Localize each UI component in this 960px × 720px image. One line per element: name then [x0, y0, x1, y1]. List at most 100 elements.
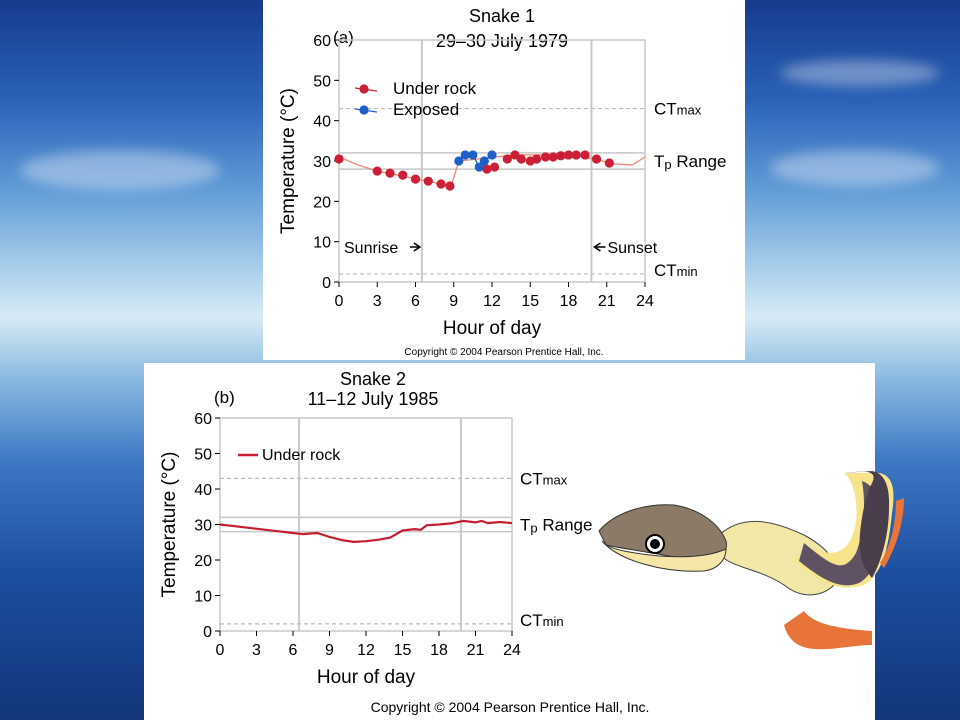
under-rock-point [445, 181, 455, 191]
snake-pupil [650, 539, 660, 549]
under-rock-point [436, 179, 446, 189]
legend-exposed-label: Exposed [393, 100, 459, 119]
sky-cloud [770, 150, 940, 186]
under-rock-line [219, 519, 513, 543]
y-tick-label: 10 [313, 235, 331, 252]
ct-min-label: CTmin [654, 261, 698, 280]
under-rock-point [540, 152, 551, 162]
y-axis-label: Temperature (°C) [159, 452, 180, 598]
under-rock-point [571, 150, 581, 160]
exposed-point [454, 156, 464, 166]
copyright-text: Copyright © 2004 Pearson Prentice Hall, … [404, 347, 603, 358]
under-rock-point [516, 154, 526, 164]
ct-max-label: CTmax [654, 100, 702, 119]
chart-panel-snake-1: (a) Snake 1 29–30 July 1979 CTmax Tp Range CT… [263, 0, 745, 360]
chart-snake-2: (b) Snake 211–12 July 1985 CTmax Tp Range CT… [159, 369, 904, 715]
legend-exposed-marker [359, 105, 369, 115]
x-tick-label: 12 [483, 293, 501, 310]
sky-cloud [780, 60, 940, 86]
x-tick-label: 18 [560, 293, 578, 310]
sunset-annotation: Sunset [607, 240, 657, 257]
y-tick-label: 40 [194, 482, 212, 499]
x-tick-label: 6 [411, 293, 420, 310]
x-tick-label: 21 [467, 642, 485, 659]
under-rock-point [580, 150, 590, 160]
y-axis-label: Temperature (°C) [278, 88, 299, 234]
under-rock-point [563, 150, 574, 160]
y-tick-label: 20 [313, 194, 331, 211]
under-rock-point [489, 162, 500, 172]
x-tick-label: 12 [357, 642, 375, 659]
y-tick-label: 50 [313, 73, 331, 90]
x-tick-label: 9 [325, 642, 334, 659]
x-tick-label: 15 [394, 642, 412, 659]
y-tick-label: 30 [194, 518, 212, 535]
chart-title-line2: 11–12 July 1985 [308, 389, 439, 409]
under-rock-point [385, 168, 395, 178]
y-tick-label: 40 [313, 114, 331, 131]
chart-panel-snake-2: (b) Snake 2 11–12 July 1985 CTmax Tp Range CT… [144, 363, 904, 720]
x-tick-label: 6 [289, 642, 298, 659]
under-rock-point [482, 164, 492, 174]
exposed-point [460, 150, 470, 160]
snake-lip [601, 540, 727, 572]
under-rock-point [423, 176, 433, 186]
y-tick-label: 0 [203, 624, 212, 641]
tp-range-label: Tp Range [520, 516, 592, 536]
tp-range-label: Tp Range [654, 152, 726, 172]
sky-cloud [20, 150, 220, 190]
under-rock-point [372, 166, 382, 176]
under-rock-point [548, 152, 558, 162]
x-tick-label: 15 [521, 293, 539, 310]
y-tick-label: 10 [194, 589, 212, 606]
x-tick-label: 0 [216, 642, 225, 659]
legend-under-rock-label: Under rock [393, 79, 477, 98]
snake-belly [784, 611, 872, 650]
y-tick-label: 20 [194, 553, 212, 570]
under-rock-point [556, 151, 566, 161]
x-tick-label: 0 [335, 293, 344, 310]
snake-dorsal [844, 471, 890, 578]
x-axis-label: Hour of day [443, 318, 542, 339]
legend-under-rock-label: Under rock [262, 447, 341, 464]
ct-max-label: CTmax [520, 469, 568, 488]
under-rock-point [532, 154, 542, 164]
chart-title-line2: 29–30 July 1979 [436, 31, 568, 51]
y-tick-label: 60 [313, 33, 331, 50]
under-rock-point [334, 154, 344, 164]
chart-title-line1: Snake 2 [340, 369, 406, 389]
chart-title-line1: Snake 1 [469, 6, 535, 26]
x-tick-label: 18 [430, 642, 448, 659]
snake-back [799, 481, 883, 586]
x-tick-label: 24 [636, 293, 654, 310]
exposed-point [487, 150, 497, 160]
copyright-text: Copyright © 2004 Pearson Prentice Hall, … [371, 699, 650, 715]
sunrise-arrow [409, 242, 422, 252]
under-rock-point [398, 170, 408, 180]
y-tick-label: 60 [194, 411, 212, 428]
panel-label: (b) [214, 388, 235, 407]
x-tick-label: 9 [449, 293, 458, 310]
under-rock-point [410, 174, 421, 184]
under-rock-point [591, 154, 602, 164]
chart-snake-1: (a) Snake 1 29–30 July 1979 CTmax Tp Range CT… [278, 6, 726, 358]
under-rock-point [502, 154, 512, 164]
under-rock-point [604, 158, 614, 168]
snake-illustration [598, 471, 904, 650]
y-tick-label: 30 [313, 154, 331, 171]
exposed-point [479, 156, 489, 166]
x-tick-label: 3 [373, 293, 382, 310]
ct-min-label: CTmin [520, 611, 564, 630]
exposed-point [468, 150, 478, 160]
sunset-arrow [593, 242, 606, 252]
sunrise-annotation: Sunrise [344, 240, 398, 257]
x-axis-label: Hour of day [317, 667, 416, 688]
snake-side [880, 498, 904, 568]
exposed-point [474, 162, 484, 172]
y-tick-label: 0 [322, 275, 331, 292]
y-tick-label: 50 [194, 447, 212, 464]
panel-label: (a) [333, 28, 354, 47]
x-tick-label: 3 [252, 642, 261, 659]
x-tick-label: 21 [598, 293, 616, 310]
legend-under-rock-marker [359, 84, 369, 94]
